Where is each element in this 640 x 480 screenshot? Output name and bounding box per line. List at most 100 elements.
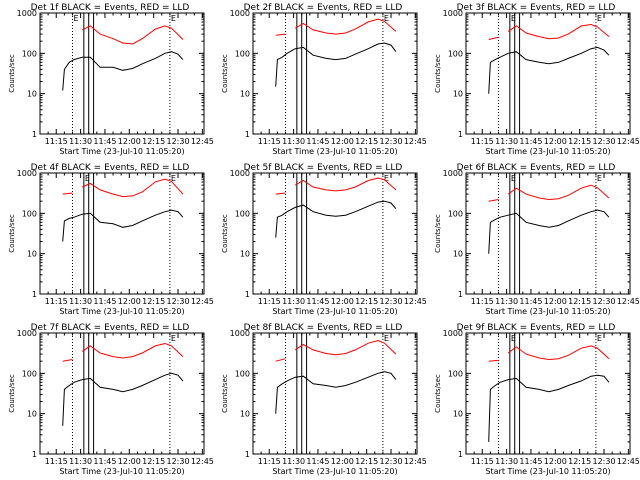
y-tick-label: 1 (32, 450, 37, 459)
x-axis-label: Start Time (23-Jul-10 11:05:20) (485, 147, 610, 156)
marker-label: E (597, 174, 602, 183)
panel-title: Det 2f BLACK = Events, RED = LLD (244, 3, 403, 13)
x-tick-label: 11:30 (495, 137, 518, 146)
x-tick-label: 12:30 (379, 457, 402, 466)
panel-title: Det 1f BLACK = Events, RED = LLD (31, 3, 190, 13)
marker-label: E (511, 174, 516, 183)
x-tick-label: 11:15 (45, 137, 68, 146)
y-axis-label: Counts/sec (8, 374, 16, 413)
x-tick-label: 11:15 (258, 457, 281, 466)
marker-label: E (171, 14, 176, 23)
y-tick-label: 100 (448, 49, 463, 58)
y-tick-label: 1000 (17, 329, 37, 338)
y-tick-label: 100 (448, 369, 463, 378)
lld-series-line (488, 23, 610, 40)
x-tick-label: 12:30 (379, 297, 402, 306)
x-tick-label: 11:45 (93, 137, 116, 146)
events-series-line (488, 46, 610, 94)
y-tick-label: 100 (22, 209, 37, 218)
x-tick-label: 12:00 (118, 297, 141, 306)
x-tick-label: 12:15 (568, 457, 591, 466)
x-tick-label: 12:15 (355, 457, 378, 466)
x-tick-label: 12:30 (592, 297, 615, 306)
events-series-line (62, 372, 184, 426)
x-tick-label: 12:15 (568, 297, 591, 306)
y-axis-label: Counts/sec (434, 54, 442, 93)
events-series-line (62, 209, 184, 242)
x-tick-label: 12:45 (404, 457, 427, 466)
events-series-line (275, 42, 397, 87)
x-tick-label: 12:15 (142, 297, 165, 306)
panel-title: Det 4f BLACK = Events, RED = LLD (31, 163, 190, 173)
x-tick-label: 11:45 (93, 457, 116, 466)
x-tick-label: 12:45 (617, 137, 640, 146)
y-tick-label: 1000 (17, 169, 37, 178)
lld-series-line (62, 178, 184, 198)
x-tick-label: 12:15 (355, 137, 378, 146)
x-tick-label: 12:45 (191, 297, 214, 306)
x-axis-label: Start Time (23-Jul-10 11:05:20) (59, 307, 184, 316)
x-tick-label: 11:45 (306, 297, 329, 306)
x-axis-label: Start Time (23-Jul-10 11:05:20) (272, 467, 397, 476)
plot-frame (252, 172, 418, 295)
x-axis-label: Start Time (23-Jul-10 11:05:20) (59, 467, 184, 476)
y-tick-label: 1 (245, 290, 250, 299)
x-tick-label: 12:45 (617, 457, 640, 466)
y-tick-label: 10 (453, 410, 463, 419)
marker-label: E (597, 14, 602, 23)
x-tick-label: 12:00 (544, 297, 567, 306)
y-tick-label: 100 (235, 209, 250, 218)
y-tick-label: 1000 (230, 169, 250, 178)
y-tick-label: 1 (32, 130, 37, 139)
x-tick-label: 12:30 (166, 137, 189, 146)
plot-frame (465, 172, 631, 295)
y-tick-label: 1000 (443, 169, 463, 178)
x-tick-label: 12:30 (592, 137, 615, 146)
x-tick-label: 12:15 (142, 137, 165, 146)
plot-frame (39, 12, 205, 135)
marker-label: E (511, 334, 516, 343)
marker-label: E (171, 174, 176, 183)
y-tick-label: 1 (32, 290, 37, 299)
plot-frame (39, 332, 205, 455)
y-tick-label: 10 (240, 90, 250, 99)
y-tick-label: 1000 (443, 329, 463, 338)
marker-label: E (73, 14, 78, 23)
plot-frame (465, 332, 631, 455)
y-tick-label: 10 (27, 90, 37, 99)
x-tick-label: 12:00 (331, 137, 354, 146)
x-tick-label: 12:00 (118, 137, 141, 146)
x-tick-label: 11:30 (282, 457, 305, 466)
x-axis-label: Start Time (23-Jul-10 11:05:20) (272, 147, 397, 156)
x-tick-label: 12:00 (118, 457, 141, 466)
x-tick-label: 11:15 (258, 137, 281, 146)
marker-label: E (511, 14, 516, 23)
y-tick-label: 1 (458, 450, 463, 459)
x-tick-label: 12:00 (331, 457, 354, 466)
x-tick-label: 11:15 (471, 137, 494, 146)
x-axis-label: Start Time (23-Jul-10 11:05:20) (59, 147, 184, 156)
y-axis-label: Counts/sec (434, 214, 442, 253)
x-tick-label: 12:15 (568, 137, 591, 146)
x-tick-label: 11:15 (45, 457, 68, 466)
x-tick-label: 12:30 (379, 137, 402, 146)
x-tick-label: 11:30 (495, 297, 518, 306)
x-tick-label: 12:00 (544, 137, 567, 146)
lld-series-line (275, 339, 397, 362)
y-tick-label: 100 (235, 49, 250, 58)
events-series-line (488, 374, 610, 442)
panel-title: Det 5f BLACK = Events, RED = LLD (244, 163, 403, 173)
x-tick-label: 12:15 (142, 457, 165, 466)
x-tick-label: 12:30 (166, 457, 189, 466)
y-tick-label: 10 (240, 250, 250, 259)
x-tick-label: 12:45 (191, 137, 214, 146)
panel-title: Det 8f BLACK = Events, RED = LLD (244, 323, 403, 333)
